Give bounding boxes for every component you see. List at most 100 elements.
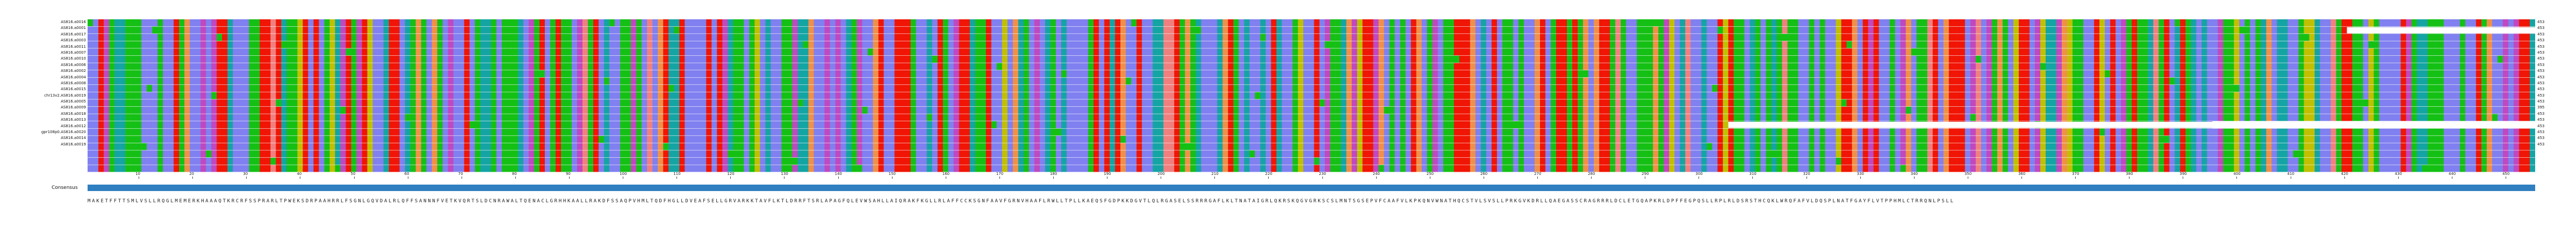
alignment-block	[88, 19, 2535, 172]
residue-cell	[1373, 63, 1379, 70]
residue-cell	[2062, 41, 2068, 48]
residue-cell	[2099, 19, 2105, 26]
sequence-name[interactable]: AS816.a0013	[61, 118, 86, 122]
residue-cell	[555, 34, 562, 41]
residue-cell	[297, 92, 303, 99]
residue-cell	[1588, 19, 1594, 26]
residue-cell	[270, 26, 276, 34]
sequence-name[interactable]: AS816.a0019	[61, 142, 86, 147]
residue-cell	[319, 70, 325, 77]
residue-cell	[674, 34, 680, 41]
residue-cell	[985, 55, 992, 63]
residue-cell	[1513, 77, 1519, 85]
residue-cell	[593, 55, 599, 63]
residue-cell	[2062, 19, 2068, 26]
residue-cell	[2309, 19, 2315, 26]
residue-cell	[555, 19, 562, 26]
residue-cell	[1077, 26, 1083, 34]
sequence-name[interactable]: AS816.a0015	[61, 87, 86, 92]
residue-cell	[1179, 55, 1185, 63]
residue-cell	[2282, 77, 2288, 85]
residue-cell	[507, 92, 513, 99]
sequence-name[interactable]: AS816.a0017	[61, 32, 86, 36]
residue-cell	[2261, 55, 2266, 63]
sequence-name[interactable]: chr13v2.AS816.a0019	[44, 93, 86, 98]
sequence-name[interactable]: AS816.a0004	[61, 75, 86, 79]
residue-cell	[652, 63, 658, 70]
residue-cell	[2191, 70, 2197, 77]
residue-cell	[1351, 34, 1357, 41]
sequence-name[interactable]: AS816.a0006	[61, 62, 86, 67]
sequence-name[interactable]: AS816.a0002	[61, 69, 86, 74]
residue-cell	[571, 26, 578, 34]
residue-cell	[238, 77, 244, 85]
residue-cell	[120, 41, 126, 48]
residue-cell	[286, 41, 292, 48]
residue-cell	[685, 48, 690, 56]
sequence-name[interactable]: AS816.a0014	[61, 136, 86, 141]
residue-cell	[1669, 70, 1675, 77]
residue-cell	[969, 48, 976, 56]
sequence-name[interactable]: AS816.a0011	[61, 44, 86, 49]
residue-cell	[1222, 63, 1228, 70]
residue-cell	[615, 19, 621, 26]
residue-cell	[942, 48, 949, 56]
residue-cell	[1523, 70, 1530, 77]
residue-cell	[496, 48, 502, 56]
residue-cell	[2046, 85, 2052, 92]
residue-cell	[1368, 55, 1373, 63]
residue-cell	[2180, 41, 2186, 48]
residue-cell	[1083, 19, 1089, 26]
sequence-name[interactable]: AS816.a0008	[61, 80, 86, 85]
residue-cell	[1416, 26, 1422, 34]
sequence-name[interactable]: AS816.a0009	[61, 105, 86, 110]
residue-cell	[260, 19, 265, 26]
residue-cell	[1981, 34, 1987, 41]
residue-cell	[243, 92, 249, 99]
residue-cell	[1889, 48, 1895, 56]
residue-cell	[1023, 26, 1030, 34]
residue-cell	[313, 55, 319, 63]
residue-cell	[636, 55, 642, 63]
residue-cell	[1776, 70, 1782, 77]
residue-cell	[1346, 63, 1352, 70]
residue-cell	[1174, 92, 1180, 99]
residue-cell	[1594, 19, 1600, 26]
residue-cell	[2234, 41, 2240, 48]
sequence-name[interactable]: AS816.a0018	[61, 111, 86, 116]
residue-cell	[1518, 34, 1524, 41]
residue-cell	[2497, 55, 2503, 63]
residue-cell	[458, 92, 465, 99]
residue-cell	[2013, 63, 2019, 70]
sequence-name[interactable]: AS816.a0001	[61, 26, 86, 31]
residue-cell	[916, 55, 922, 63]
sequence-name[interactable]: AS816.a0005	[61, 99, 86, 104]
residue-cell	[2239, 92, 2245, 99]
residue-cell	[243, 63, 249, 70]
residue-cell	[593, 26, 599, 34]
residue-cell	[658, 26, 664, 34]
residue-cell	[1642, 63, 1648, 70]
residue-cell	[378, 92, 384, 99]
residue-cell	[985, 70, 992, 77]
residue-cell	[2261, 63, 2266, 70]
residue-cell	[1443, 55, 1449, 63]
residue-cell	[2352, 48, 2358, 56]
residue-cell	[1916, 26, 1923, 34]
residue-cell	[1905, 26, 1912, 34]
sequence-name[interactable]: AS816.a0003	[61, 38, 86, 43]
residue-cell	[1319, 41, 1325, 48]
sequence-name[interactable]: AS816.a0010	[61, 56, 86, 61]
sequence-name[interactable]: AS816.a0007	[61, 50, 86, 55]
sequence-name[interactable]: gpr108p0.AS816.a0020	[41, 130, 86, 135]
residue-cell	[1427, 55, 1433, 63]
residue-cell	[1368, 48, 1373, 56]
sequence-name[interactable]: AS816.a0016	[61, 20, 86, 24]
residue-cell	[1911, 77, 1917, 85]
residue-cell	[2067, 63, 2073, 70]
sequence-name[interactable]: AS816.a0012	[61, 123, 86, 128]
residue-cell	[131, 34, 136, 41]
residue-cell	[1174, 77, 1180, 85]
residue-cell	[625, 26, 631, 34]
residue-cell	[765, 26, 771, 34]
